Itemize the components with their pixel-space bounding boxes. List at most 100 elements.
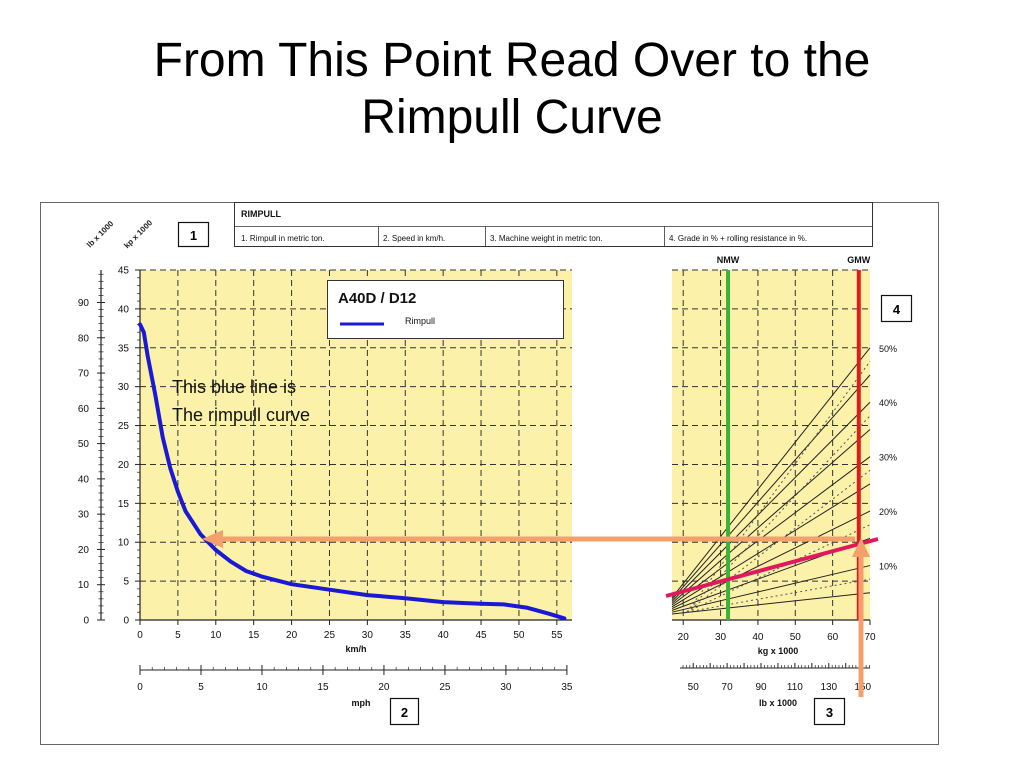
kmh-tick-label-45: 45 [475,630,487,641]
lb-tick-label-20: 20 [78,545,90,556]
nmw-label: NMW [717,255,740,265]
kmh-tick-label-0: 0 [137,630,143,641]
marker-4: 4 [880,294,913,323]
mph-tick-label-5: 5 [198,682,204,693]
grade-label-30: 30% [879,453,897,463]
marker-1: 1 [177,221,210,248]
grade-line-solid [671,429,871,604]
lb-tick-label-80: 80 [78,333,90,344]
grade-line-dotted [686,524,871,613]
chart-header: RIMPULL 1. Rimpull in metric ton. 2. Spe… [234,202,873,247]
kmh-tick-label-20: 20 [286,630,298,641]
kp-tick-label-45: 45 [118,266,130,277]
header-box-2: 2. Speed in km/h. [383,234,445,243]
grade-line-solid [671,456,871,606]
header-title: RIMPULL [241,209,281,219]
mph-tick-label-0: 0 [137,682,143,693]
kp-tick-label-15: 15 [118,499,130,510]
kmh-tick-label-35: 35 [400,630,412,641]
legend-label: Rimpull [405,316,435,326]
svg-text:2: 2 [401,705,408,720]
weight-axes [672,619,871,669]
mph-tick-label-35: 35 [561,682,573,693]
gmw-label: GMW [847,255,870,265]
lb-weight-axis-label: lb x 1000 [759,698,797,708]
kp-tick-label-5: 5 [123,577,129,588]
grade-label-40: 40% [879,398,897,408]
kg-tick-label-60: 60 [827,632,839,643]
lb-weight-tick-label-90: 90 [755,682,767,693]
reading-arrows [202,530,870,697]
mph-tick-label-10: 10 [256,682,268,693]
grade-line-dotted [686,578,871,613]
kp-tick-label-20: 20 [118,460,130,471]
lb-tick-label-10: 10 [78,580,90,591]
lb-tick-label-70: 70 [78,369,90,380]
kmh-tick-label-50: 50 [513,630,525,641]
lb-weight-tick-label-130: 130 [820,682,837,693]
slide-title: From This Point Read Over to the Rimpull… [0,32,1024,146]
svg-text:3: 3 [826,705,833,720]
header-box-4: 4. Grade in % + rolling resistance in %. [669,234,807,243]
kg-tick-label-70: 70 [864,632,876,643]
marker-2: 2 [389,697,420,726]
arrow-up-head [852,538,870,557]
grade-line-dotted [686,361,871,613]
svg-text:1: 1 [190,228,197,243]
kp-tick-label-0: 0 [123,616,129,627]
grade-label-20: 20% [879,507,897,517]
svg-text:4: 4 [893,302,901,317]
header-box [234,202,873,247]
lb-tick-label-90: 90 [78,298,90,309]
lb-tick-label-0: 0 [83,616,89,627]
lb-weight-tick-label-110: 110 [787,682,803,693]
kg-tick-label-30: 30 [715,632,727,643]
kg-axis-label: kg x 1000 [758,646,799,656]
lb-weight-tick-label-70: 70 [722,682,734,693]
highlight-grade-line [665,537,879,598]
mph-tick-label-20: 20 [378,682,390,693]
kp-tick-label-35: 35 [118,343,130,354]
kmh-tick-label-55: 55 [551,630,563,641]
mph-axis-label: mph [352,698,371,708]
kg-tick-label-20: 20 [678,632,690,643]
rimpull-axes [97,269,572,675]
kmh-tick-label-5: 5 [175,630,181,641]
lb-tick-label-40: 40 [78,474,90,485]
kmh-tick-label-10: 10 [210,630,222,641]
kp-tick-label-10: 10 [118,538,130,549]
grade-line-solid [671,347,871,599]
lb-tick-label-50: 50 [78,439,90,450]
marker-3: 3 [813,697,846,726]
grade-label-50: 50% [879,344,897,354]
annotation-line-2: The rimpull curve [172,405,310,425]
mph-tick-label-30: 30 [500,682,512,693]
grade-line-solid [671,401,871,602]
chart-legend: A40D / D12 Rimpull [327,280,564,339]
kp-tick-label-40: 40 [118,304,130,315]
kp-tick-label-30: 30 [118,382,130,393]
grade-line-solid [671,592,871,615]
header-box-1: 1. Rimpull in metric ton. [241,234,325,243]
kmh-tick-label-30: 30 [362,630,374,641]
header-box-3: 3. Machine weight in metric ton. [490,234,603,243]
mph-tick-label-15: 15 [317,682,329,693]
slide-title-line-2: Rimpull Curve [361,91,663,144]
grade-line-solid [671,374,871,600]
mph-tick-label-25: 25 [439,682,451,693]
lb-tick-label-60: 60 [78,404,90,415]
legend-title: A40D / D12 [338,290,416,307]
kg-tick-label-40: 40 [752,632,764,643]
lb-tick-label-30: 30 [78,510,90,521]
kmh-tick-label-15: 15 [248,630,260,641]
kg-tick-label-50: 50 [790,632,802,643]
lb-weight-tick-label-50: 50 [688,682,700,693]
kmh-tick-label-40: 40 [438,630,450,641]
grade-line-solid [671,565,871,613]
kp-tick-label-25: 25 [118,421,130,432]
grade-lines [671,347,871,615]
kmh-axis-label: km/h [345,644,366,654]
arrow-left-head [202,530,223,548]
